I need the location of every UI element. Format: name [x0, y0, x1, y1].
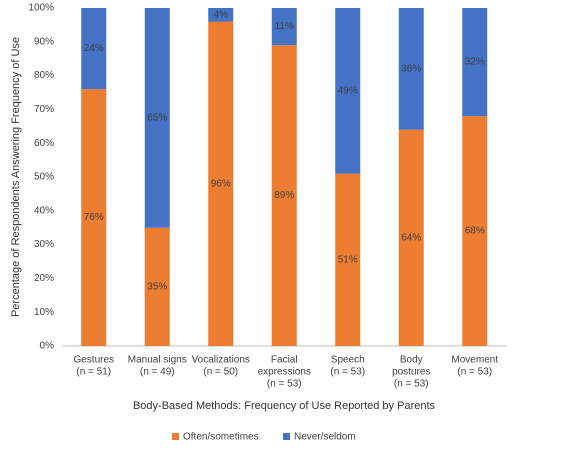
legend-label: Never/seldom	[294, 432, 356, 443]
y-tick-label: 40%	[34, 205, 54, 216]
legend-label: Often/sometimes	[183, 432, 259, 443]
bar-segment	[398, 8, 424, 130]
y-tick-label: 100%	[28, 3, 54, 14]
x-tick-label: Body	[400, 355, 423, 366]
x-tick-label: postures	[392, 367, 430, 378]
y-tick-label: 20%	[34, 273, 54, 284]
x-tick-label: (n = 53)	[457, 367, 492, 378]
value-label: 68%	[465, 226, 485, 237]
x-tick-label: Movement	[451, 355, 498, 366]
bar-segment	[335, 8, 361, 174]
bar-segment	[208, 21, 234, 347]
x-tick-label: Speech	[331, 355, 365, 366]
value-label: 11%	[275, 21, 294, 32]
bar-segment	[271, 8, 297, 46]
legend-swatch	[283, 433, 290, 440]
value-label: 96%	[211, 178, 231, 189]
y-tick-label: 70%	[34, 104, 54, 115]
bar-segment	[398, 129, 424, 346]
value-label: 36%	[401, 63, 421, 74]
value-label: 76%	[84, 212, 104, 223]
bar-segment	[335, 173, 361, 346]
bar-segment	[81, 8, 107, 90]
bar-segment	[144, 227, 170, 346]
value-label: 65%	[147, 112, 167, 123]
x-tick-label: (n = 50)	[203, 367, 238, 378]
y-tick-label: 0%	[40, 341, 55, 352]
y-tick-label: 30%	[34, 239, 54, 250]
bar-segment	[208, 8, 234, 22]
value-label: 64%	[401, 232, 421, 243]
x-tick-label: Facial	[271, 355, 298, 366]
bar-segment	[462, 116, 488, 346]
value-label: 32%	[465, 57, 485, 68]
x-tick-label: Manual signs	[128, 355, 187, 366]
bar-segment	[271, 45, 297, 347]
x-tick-label: (n = 53)	[330, 367, 365, 378]
y-tick-label: 60%	[34, 138, 54, 149]
y-tick-label: 90%	[34, 36, 54, 47]
bar-segment	[144, 8, 170, 228]
x-tick-label: (n = 53)	[394, 379, 429, 390]
x-axis-title: Body-Based Methods: Frequency of Use Rep…	[133, 400, 436, 412]
value-label: 51%	[338, 254, 358, 265]
bar-segment	[81, 89, 107, 347]
y-tick-label: 10%	[34, 307, 54, 318]
x-tick-label: (n = 49)	[140, 367, 175, 378]
value-label: 4%	[214, 9, 229, 20]
y-tick-label: 50%	[34, 172, 54, 183]
y-tick-label: 80%	[34, 70, 54, 81]
x-tick-label: (n = 53)	[267, 379, 302, 390]
x-tick-label: Vocalizations	[192, 355, 250, 366]
x-tick-label: (n = 51)	[76, 367, 111, 378]
value-label: 89%	[274, 190, 294, 201]
value-label: 49%	[338, 85, 358, 96]
y-axis-title: Percentage of Respondents Answering Freq…	[10, 37, 22, 317]
value-label: 24%	[84, 43, 104, 54]
bar-segment	[462, 8, 488, 117]
x-tick-label: Gestures	[73, 355, 114, 366]
x-tick-label: expressions	[258, 367, 311, 378]
value-label: 35%	[147, 281, 167, 292]
legend-swatch	[172, 433, 179, 440]
